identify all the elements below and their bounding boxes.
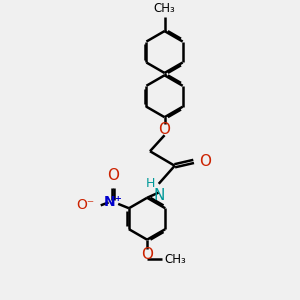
Text: CH₃: CH₃	[154, 2, 175, 15]
Text: N⁺: N⁺	[103, 195, 122, 209]
Text: O⁻: O⁻	[76, 198, 94, 212]
Text: O: O	[107, 168, 119, 183]
Text: O: O	[158, 122, 170, 137]
Text: H: H	[146, 177, 155, 190]
Text: O: O	[141, 247, 153, 262]
Text: O: O	[199, 154, 211, 169]
Text: N: N	[153, 188, 164, 203]
Text: CH₃: CH₃	[164, 253, 186, 266]
